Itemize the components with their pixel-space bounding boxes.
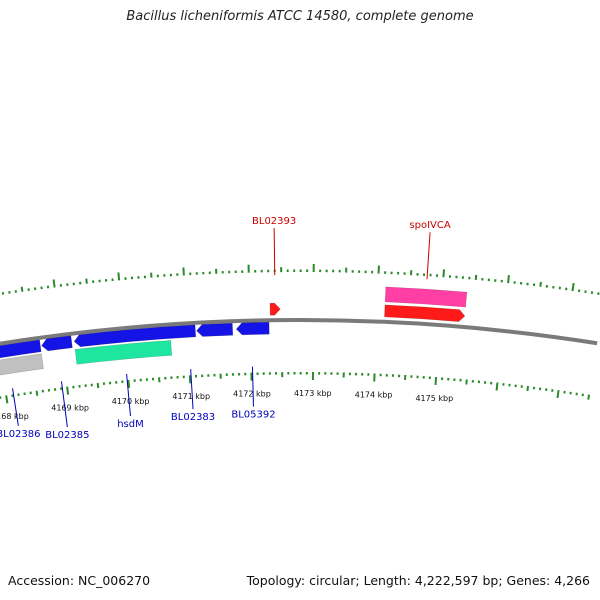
forward-cds-arrow [384,304,466,322]
outer-tick [571,282,575,292]
gene-label-spoIVCA: spoIVCA [409,220,450,231]
gene-label-BL02385: BL02385 [45,430,89,441]
gene-labels: hsdSBL02386BL02385hsdMBL02383BL05392BL02… [0,216,451,441]
outer-tick [539,281,542,287]
label-leader [426,232,431,280]
reverse-cds-arrow [235,321,270,336]
reverse-cds-arrow [0,339,42,359]
label-leader [126,374,131,416]
inner-tick-ring [0,371,591,404]
topology-text: Topology: circular; Length: 4,222,597 bp… [246,573,590,588]
tick-label: 4168 kbp [0,412,29,421]
forward-gene-block [384,286,468,308]
label-leader [251,366,254,407]
feature-tracks [0,286,468,376]
tick-label: 4174 kbp [355,390,393,399]
reverse-cds-arrow [41,335,73,352]
tick-label: 4170 kbp [112,397,150,406]
inner-tick [96,382,100,389]
reverse-cds-arrow [73,324,197,348]
outer-tick [85,278,88,284]
inner-tick [35,390,39,396]
reverse-gene-block [74,340,173,365]
label-leader [12,388,19,426]
genome-title: Bacillus licheniformis ATCC 14580, compl… [126,9,474,24]
tick-label: 4171 kbp [172,392,210,401]
forward-cds-arrow [269,302,281,316]
outer-tick [117,272,121,281]
inner-tick [66,386,70,395]
gene-label-BL05392: BL05392 [231,410,275,421]
accession-text: Accession: NC_006270 [8,573,151,588]
inner-tick [526,385,530,392]
inner-tick [495,382,499,391]
label-leader [60,381,68,428]
label-leader [190,369,194,410]
tick-label: 4169 kbp [51,403,89,412]
gene-label-BL02383: BL02383 [171,412,215,423]
inner-tick [5,395,9,404]
inner-tick [556,389,560,399]
tick-label: 4175 kbp [415,394,453,403]
pseudo-gene-block [0,353,44,376]
tick-label: 4172 kbp [233,390,271,399]
reverse-cds-arrow [196,322,234,337]
gene-label-BL02386: BL02386 [0,429,41,440]
outer-tick [507,275,510,284]
inner-tick [587,394,591,400]
gene-label-BL02393: BL02393 [252,216,296,227]
inner-tick [434,376,438,386]
inner-tick [127,379,131,389]
tick-label: 4173 kbp [294,389,332,398]
outer-tick [442,269,445,278]
outer-tick [52,279,56,288]
gene-label-hsdM: hsdM [117,419,144,430]
outer-tick-ring [1,264,600,295]
genome-backbone [0,318,598,346]
label-leader [273,228,276,276]
outer-tick [20,286,24,292]
